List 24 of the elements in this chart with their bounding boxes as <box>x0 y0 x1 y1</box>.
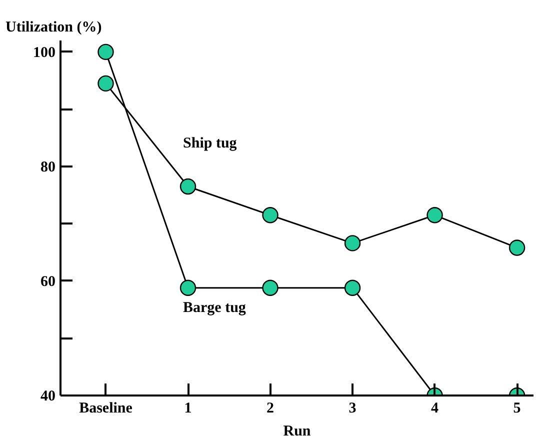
point <box>180 178 196 195</box>
point <box>262 207 278 224</box>
point <box>98 75 114 92</box>
x-tick-label: 1 <box>184 400 192 416</box>
x-tick-label: 5 <box>513 400 521 416</box>
point <box>98 44 114 60</box>
point <box>344 280 361 296</box>
point <box>262 280 278 296</box>
x-tick-label: 2 <box>266 400 274 416</box>
x-tick-label: Baseline <box>79 400 133 416</box>
point <box>344 235 361 252</box>
y-tick-label: 60 <box>40 274 56 290</box>
point <box>180 280 196 296</box>
series-label: Ship tug <box>183 136 238 152</box>
x-axis-title: Run <box>283 424 312 440</box>
series-label: Barge tug <box>183 300 246 316</box>
y-tick-label: 80 <box>40 159 56 176</box>
y-axis-title: Utilization (%) <box>6 20 102 36</box>
point <box>426 207 443 224</box>
point <box>508 240 526 256</box>
y-tick-label: 100 <box>33 44 56 61</box>
y-tick-label: 40 <box>40 388 56 404</box>
x-tick-label: 3 <box>348 400 356 416</box>
x-tick-label: 4 <box>431 400 440 416</box>
